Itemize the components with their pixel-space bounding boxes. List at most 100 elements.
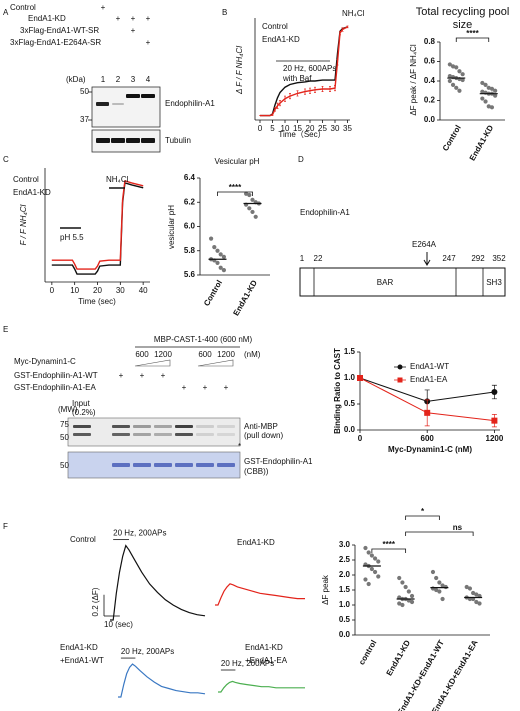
point: [397, 575, 402, 581]
point: [376, 559, 381, 564]
residue-number: 22: [314, 254, 323, 263]
band: [112, 433, 130, 436]
band: [217, 463, 235, 467]
trace-title: EndA1-KD: [60, 643, 98, 652]
trace-title: EndA1-KD: [245, 643, 283, 652]
point: [486, 104, 491, 109]
band: [196, 463, 214, 467]
point: [369, 553, 374, 558]
point: [437, 580, 442, 585]
point: [372, 556, 378, 561]
band: [217, 425, 235, 428]
significance-label: ****: [466, 29, 479, 38]
point: [221, 254, 226, 259]
x-tick-label: 0: [258, 124, 263, 133]
point: [447, 62, 452, 67]
point: [447, 78, 452, 84]
annotation: pH 5.5: [60, 233, 84, 242]
point: [215, 248, 220, 253]
trace-title: Control: [70, 535, 96, 544]
point: [253, 214, 258, 219]
x-tick-label: 10: [70, 286, 79, 295]
y-axis-label: vesicular pH: [167, 205, 176, 249]
condition-mark: +: [119, 371, 124, 380]
condition-label: GST-Endophilin-A1-EA: [14, 383, 96, 392]
point: [366, 550, 371, 555]
y-tick-label: 1.5: [344, 347, 356, 356]
point: [400, 580, 405, 585]
annotation: with Baf: [282, 74, 312, 83]
legend-label: Control: [13, 175, 39, 184]
input-label: (0.2%): [72, 408, 96, 417]
condition-mark: +: [182, 383, 187, 392]
panel-label: E: [3, 325, 8, 334]
band: [175, 425, 193, 428]
point: [409, 593, 415, 599]
wedge: [197, 359, 234, 367]
band: [96, 102, 109, 106]
point: [424, 409, 431, 416]
y-axis-label: Δ F / F NH₄Cl: [235, 46, 244, 95]
point: [406, 589, 411, 594]
significance-label: ns: [453, 523, 463, 532]
point: [400, 602, 405, 608]
significance-bracket: [371, 548, 407, 553]
scale-label: 10 (sec): [104, 620, 133, 629]
band: [133, 433, 151, 436]
point: [464, 584, 469, 590]
trace-title: EndA1-KD: [237, 538, 275, 547]
y-tick-label: 1.0: [339, 600, 351, 609]
point: [440, 583, 445, 588]
y-tick-label: 0.2: [424, 96, 436, 105]
point: [434, 575, 439, 581]
point: [483, 99, 488, 104]
y-axis-label: F / F NH₄Cl: [19, 204, 28, 245]
y-tick-label: 0.5: [344, 399, 356, 408]
point: [363, 577, 368, 582]
lane-number: 2: [116, 75, 121, 84]
annotation: 20 Hz, 600APs: [283, 64, 336, 73]
x-tick-label: 30: [116, 286, 125, 295]
lane-number: 3: [131, 75, 136, 84]
panel-label: D: [298, 155, 304, 164]
point: [250, 197, 255, 202]
point: [437, 589, 442, 594]
domain-label: BAR: [377, 278, 394, 287]
x-tick-label: 600: [421, 434, 435, 443]
point: [460, 77, 465, 83]
point: [450, 82, 456, 87]
band: [154, 425, 172, 428]
blot-label: (pull down): [244, 431, 283, 440]
legend-label: EndA1-WT: [410, 362, 449, 371]
point: [221, 268, 226, 273]
series-line: [51, 179, 144, 270]
condition-mark: +: [146, 14, 151, 23]
series-line: [118, 663, 206, 698]
dose-label: 1200: [154, 350, 172, 359]
mw-label: 50: [60, 433, 69, 442]
blot: [91, 86, 161, 128]
residue-number: 352: [492, 254, 506, 263]
panel-label: A: [3, 8, 9, 17]
annotation: 20 Hz, 200APs: [113, 529, 166, 538]
y-tick-label: 0.8: [424, 37, 436, 46]
wedge: [134, 359, 171, 367]
point: [440, 596, 445, 602]
band: [196, 433, 214, 436]
condition-mark: +: [224, 383, 229, 392]
significance-bracket: [405, 515, 440, 520]
annotation: 20 Hz, 200APs: [221, 659, 274, 668]
condition-label: GST-Endophilin-A1-WT: [14, 371, 98, 380]
category-label: EndA1-KD: [468, 123, 496, 162]
legend-label: EndA1-EA: [410, 375, 448, 384]
series-line: [110, 544, 206, 621]
condition-mark: +: [161, 371, 166, 380]
input-label: Input: [72, 399, 91, 408]
legend-label: Control: [262, 22, 288, 31]
x-axis-label: Myc-Dynamin1-C (nM): [388, 445, 472, 454]
point: [247, 206, 252, 211]
significance-label: ****: [383, 540, 396, 549]
point: [493, 93, 498, 98]
legend-label: EndA1-KD: [13, 188, 51, 197]
